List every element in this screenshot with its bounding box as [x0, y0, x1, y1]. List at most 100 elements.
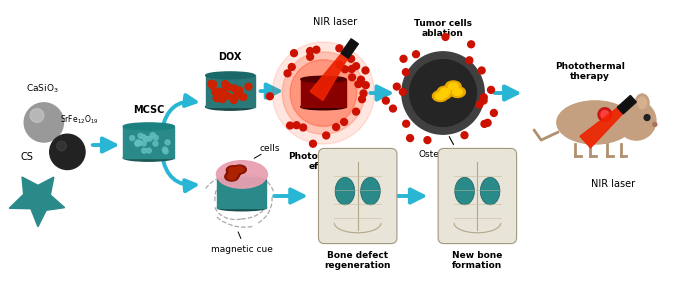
Circle shape: [286, 122, 293, 129]
Circle shape: [219, 96, 226, 103]
Circle shape: [129, 136, 135, 141]
Ellipse shape: [449, 87, 465, 97]
Ellipse shape: [453, 89, 462, 95]
Text: Tumor cells
ablation: Tumor cells ablation: [414, 19, 472, 38]
Ellipse shape: [635, 94, 649, 112]
Circle shape: [480, 97, 487, 104]
Circle shape: [234, 90, 241, 97]
Text: Bone defect
regeneration: Bone defect regeneration: [325, 251, 391, 270]
Circle shape: [210, 82, 216, 89]
Ellipse shape: [217, 205, 266, 211]
Text: Photothermal
effect: Photothermal effect: [288, 152, 358, 171]
Circle shape: [616, 101, 656, 140]
Circle shape: [342, 66, 349, 73]
Circle shape: [141, 135, 146, 139]
Circle shape: [393, 83, 400, 90]
Ellipse shape: [301, 104, 346, 110]
Circle shape: [362, 67, 369, 74]
Circle shape: [24, 103, 64, 142]
Ellipse shape: [480, 177, 500, 205]
Circle shape: [225, 84, 232, 90]
Ellipse shape: [440, 88, 450, 95]
Circle shape: [137, 141, 142, 146]
FancyBboxPatch shape: [301, 79, 346, 107]
Text: NIR laser: NIR laser: [313, 17, 357, 28]
Circle shape: [231, 95, 238, 101]
Circle shape: [165, 140, 170, 145]
Text: DOX: DOX: [219, 52, 242, 62]
Circle shape: [403, 120, 410, 127]
FancyBboxPatch shape: [206, 75, 255, 107]
Circle shape: [290, 50, 297, 57]
Ellipse shape: [229, 167, 238, 173]
Polygon shape: [580, 108, 623, 148]
Circle shape: [466, 57, 473, 64]
Ellipse shape: [228, 167, 242, 176]
Circle shape: [410, 60, 476, 126]
Circle shape: [215, 88, 222, 95]
Ellipse shape: [335, 177, 355, 205]
Ellipse shape: [227, 174, 236, 180]
Circle shape: [284, 70, 291, 77]
Ellipse shape: [436, 93, 445, 99]
Circle shape: [236, 87, 242, 94]
Circle shape: [382, 97, 389, 104]
Ellipse shape: [123, 154, 174, 161]
Circle shape: [403, 69, 410, 76]
Circle shape: [653, 122, 657, 126]
Ellipse shape: [206, 103, 255, 110]
Circle shape: [360, 90, 367, 97]
Text: SrFe$_{12}$O$_{19}$: SrFe$_{12}$O$_{19}$: [60, 114, 98, 126]
Circle shape: [481, 120, 488, 127]
Text: MCSC: MCSC: [133, 105, 164, 115]
Circle shape: [219, 91, 225, 98]
Circle shape: [293, 122, 300, 129]
Ellipse shape: [230, 169, 239, 175]
Ellipse shape: [445, 81, 461, 92]
Circle shape: [323, 132, 329, 139]
Ellipse shape: [235, 166, 244, 173]
Polygon shape: [9, 177, 64, 227]
Circle shape: [442, 34, 449, 40]
Circle shape: [147, 148, 151, 153]
Ellipse shape: [436, 88, 452, 99]
Circle shape: [266, 93, 273, 100]
Circle shape: [340, 119, 347, 125]
Circle shape: [399, 88, 406, 95]
Circle shape: [461, 132, 468, 139]
Circle shape: [50, 134, 85, 170]
Circle shape: [478, 67, 485, 74]
Circle shape: [313, 46, 320, 53]
Circle shape: [290, 60, 357, 126]
Circle shape: [147, 136, 152, 141]
Circle shape: [348, 55, 355, 62]
Ellipse shape: [301, 76, 346, 82]
Circle shape: [353, 108, 360, 115]
Ellipse shape: [455, 177, 475, 205]
Circle shape: [210, 81, 216, 88]
Circle shape: [333, 124, 340, 130]
Ellipse shape: [233, 165, 247, 174]
Circle shape: [358, 96, 366, 103]
Circle shape: [488, 86, 495, 93]
Ellipse shape: [432, 91, 448, 101]
Circle shape: [288, 64, 295, 70]
Text: New bone
formation: New bone formation: [452, 251, 503, 270]
Circle shape: [213, 95, 220, 102]
Ellipse shape: [226, 170, 240, 179]
Circle shape: [138, 133, 143, 138]
Ellipse shape: [216, 161, 267, 188]
Circle shape: [212, 89, 219, 95]
Circle shape: [400, 55, 407, 62]
Circle shape: [208, 81, 215, 88]
Circle shape: [490, 110, 497, 116]
Circle shape: [484, 119, 491, 126]
Ellipse shape: [437, 86, 453, 97]
Circle shape: [231, 95, 238, 102]
Circle shape: [349, 66, 356, 72]
Ellipse shape: [557, 101, 634, 144]
Circle shape: [644, 115, 650, 120]
Circle shape: [412, 51, 419, 58]
FancyBboxPatch shape: [319, 148, 397, 244]
Circle shape: [219, 88, 226, 95]
